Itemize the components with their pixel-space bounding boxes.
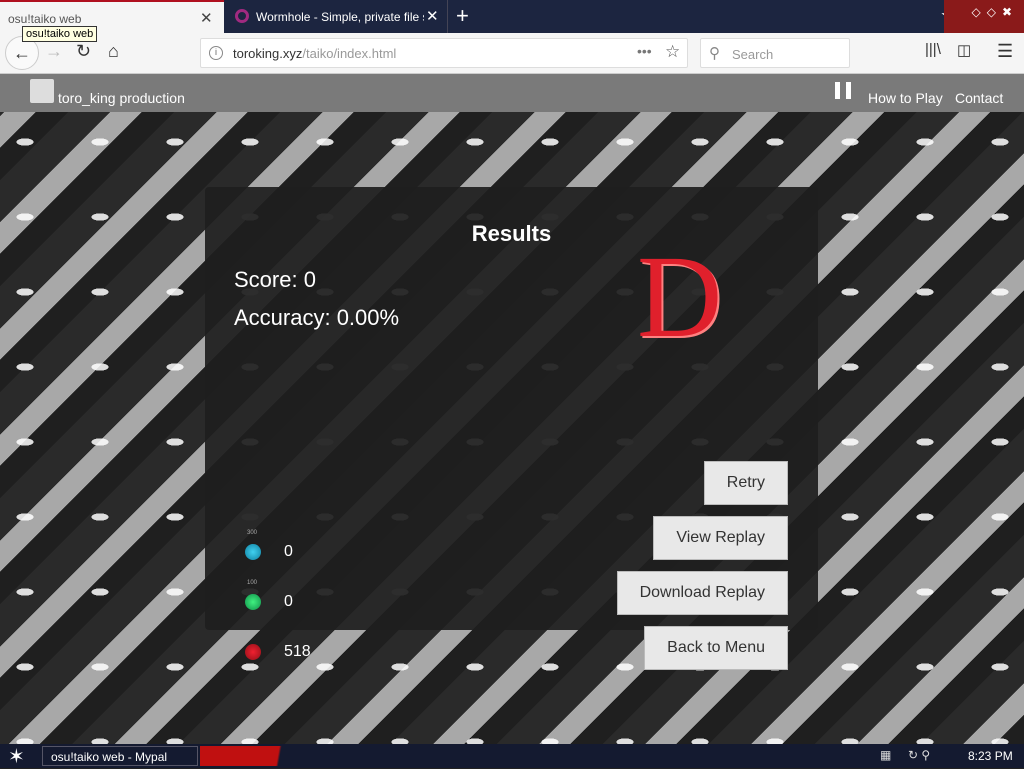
tab-wormhole[interactable]: Wormhole - Simple, private file sharing … [226, 0, 448, 33]
tab-bar: osu!taiko web ✕ Wormhole - Simple, priva… [0, 0, 1024, 33]
results-panel: Results Score: 0 Accuracy: 0.00% D 300 0… [205, 187, 818, 670]
hit-count: 0 [284, 543, 293, 560]
pause-icon[interactable] [835, 82, 851, 99]
avatar [30, 79, 54, 103]
site-header: toro_king production How to Play Contact [0, 74, 1024, 112]
taskbar-item[interactable]: osu!taiko web - Mypal [42, 746, 198, 766]
clock: 8:23 PM [968, 749, 1013, 763]
score: Score: 0 [234, 267, 316, 292]
search-icon: ⚲ [709, 45, 720, 62]
decoration [200, 746, 310, 766]
hit-count: 0 [284, 593, 293, 610]
url-path: /taiko/index.html [302, 46, 397, 61]
hit-label: x [247, 630, 250, 636]
hit-miss-icon [245, 644, 261, 660]
back-to-menu-button[interactable]: Back to Menu [644, 626, 788, 670]
results-title: Results [471, 221, 552, 246]
nav-contact[interactable]: Contact [955, 90, 1004, 106]
bookmark-star-icon[interactable]: ☆ [665, 42, 681, 61]
hit-100-icon [245, 594, 261, 610]
tab-label: osu!taiko web [8, 12, 82, 26]
close-icon[interactable]: ✕ [426, 8, 439, 25]
search-placeholder: Search [732, 47, 774, 62]
hit-label: 100 [247, 580, 258, 586]
tray-icons[interactable]: ▦ ↻ ⚲ [880, 748, 931, 762]
tab-label: Wormhole - Simple, private file sharing [256, 10, 424, 24]
close-icon[interactable]: ✕ [200, 10, 213, 27]
download-replay-button[interactable]: Download Replay [616, 571, 788, 615]
wormhole-icon [235, 9, 249, 23]
nav-how-to-play[interactable]: How to Play [868, 90, 943, 106]
view-replay-button[interactable]: View Replay [653, 516, 788, 560]
search-input[interactable]: ⚲ Search [700, 38, 850, 68]
taskbar: ✶ osu!taiko web - Mypal ▦ ↻ ⚲ 8:23 PM [0, 744, 1024, 768]
more-icon[interactable]: ••• [637, 43, 652, 59]
hit-label: 300 [247, 530, 258, 536]
game-page: toro_king production How to Play Contact… [0, 74, 1024, 744]
url-host: toroking.xyz [233, 46, 303, 61]
sidebar-icon[interactable]: ◫ [957, 42, 972, 59]
reload-button[interactable]: ↻ [76, 41, 92, 61]
window-controls[interactable]: ◇◇✖ [944, 0, 1024, 33]
menu-icon[interactable]: ☰ [997, 41, 1014, 61]
brand[interactable]: toro_king production [58, 90, 185, 106]
grade: D [637, 231, 723, 362]
tooltip: osu!taiko web [22, 26, 98, 42]
accuracy: Accuracy: 0.00% [234, 305, 400, 330]
home-button[interactable]: ⌂ [108, 41, 119, 61]
hit-300-icon [245, 544, 261, 560]
library-icon[interactable]: |||\ [925, 41, 941, 58]
url-bar[interactable]: i toroking.xyz/taiko/index.html ••• ☆ [200, 38, 688, 68]
info-icon[interactable]: i [209, 46, 223, 60]
retry-button[interactable]: Retry [703, 461, 788, 505]
new-tab-button[interactable]: + [456, 3, 469, 28]
forward-button[interactable]: → [45, 41, 63, 61]
start-button[interactable]: ✶ [8, 746, 25, 768]
nav-bar: ← → ↻ ⌂ i toroking.xyz/taiko/index.html … [0, 33, 1024, 74]
hit-count: 518 [284, 643, 311, 660]
back-button[interactable]: ← [5, 36, 39, 70]
